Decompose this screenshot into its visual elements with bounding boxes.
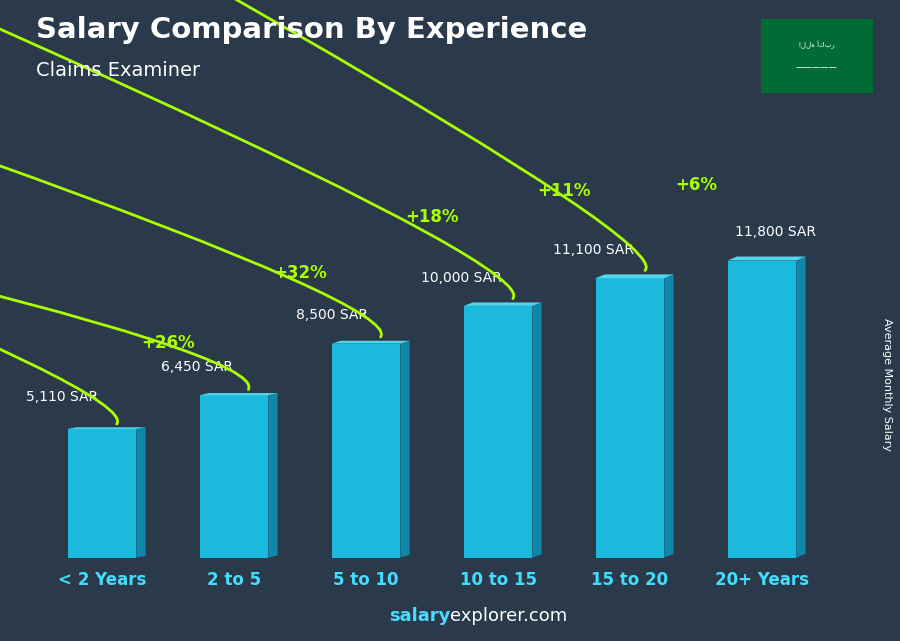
Text: explorer.com: explorer.com [450,607,567,625]
Text: salary: salary [389,607,450,625]
Text: 11,100 SAR: 11,100 SAR [553,243,634,257]
Polygon shape [596,278,664,558]
Polygon shape [728,260,796,558]
Text: 10,000 SAR: 10,000 SAR [420,271,501,285]
Polygon shape [68,428,146,429]
Text: 6,450 SAR: 6,450 SAR [161,360,233,374]
Polygon shape [200,393,277,395]
Text: +32%: +32% [273,263,327,281]
Text: 11,800 SAR: 11,800 SAR [734,226,815,239]
Text: +26%: +26% [141,334,194,352]
Polygon shape [532,303,542,558]
Polygon shape [268,393,277,558]
Polygon shape [332,341,410,344]
Text: Claims Examiner: Claims Examiner [36,61,200,80]
Text: 8,500 SAR: 8,500 SAR [296,308,368,322]
Text: Average Monthly Salary: Average Monthly Salary [881,318,892,451]
Polygon shape [728,256,806,260]
Polygon shape [200,395,268,558]
Text: Salary Comparison By Experience: Salary Comparison By Experience [36,16,587,44]
Polygon shape [68,429,136,558]
Polygon shape [136,428,146,558]
Text: 5,110 SAR: 5,110 SAR [26,390,98,404]
Polygon shape [596,274,673,278]
Polygon shape [464,306,532,558]
Text: +6%: +6% [675,176,717,194]
Polygon shape [464,303,542,306]
Text: +11%: +11% [537,182,590,200]
Polygon shape [332,344,400,558]
Polygon shape [400,341,410,558]
Polygon shape [796,256,806,558]
Text: الله أكبر: الله أكبر [799,41,834,49]
Polygon shape [664,274,673,558]
Text: +18%: +18% [405,208,459,226]
Text: —————: ————— [796,63,838,72]
